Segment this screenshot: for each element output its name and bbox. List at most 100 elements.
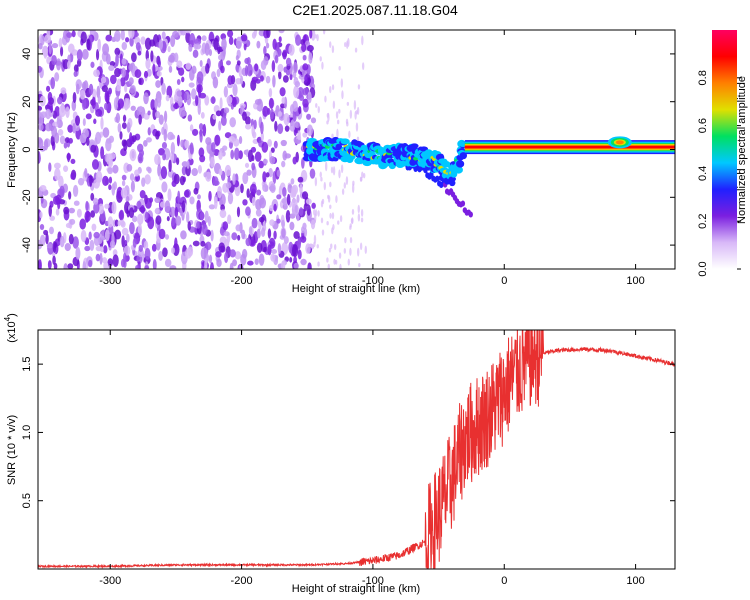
spectrogram-noise-cell — [279, 87, 286, 97]
spectrogram-noise-cell — [343, 182, 347, 189]
spectrogram-noise-cell — [359, 242, 363, 251]
spectrogram-noise-cell — [310, 219, 316, 230]
spectrogram-noise-cell — [331, 212, 335, 220]
spectrogram-noise-cell — [164, 200, 171, 213]
spectrogram-noise-cell — [176, 157, 180, 166]
spectrogram-noise-cell — [294, 80, 301, 88]
spectrogram-noise-cell — [296, 194, 300, 203]
spectrogram-signal-cell — [615, 140, 624, 145]
spectrogram-noise-cell — [105, 53, 111, 65]
spectrogram-noise-cell — [93, 118, 97, 125]
spectrogram-noise-cell — [193, 187, 199, 195]
spectrogram-noise-cell — [308, 52, 313, 64]
spectrogram-noise-cell — [47, 260, 52, 269]
spectrogram-noise-cell — [184, 30, 192, 34]
spectrogram-noise-cell — [95, 109, 103, 117]
spectrogram-noise-cell — [269, 108, 274, 120]
spectrogram-noise-cell — [166, 216, 170, 222]
spectrogram-noise-cell — [186, 160, 190, 169]
spectrogram-noise-cell — [52, 95, 56, 106]
spectrogram-noise-cell — [331, 84, 335, 91]
spectrogram-noise-cell — [224, 252, 229, 264]
spectrogram-noise-cell — [254, 63, 259, 72]
spectrogram-noise-cell — [171, 216, 176, 227]
spectrogram-noise-cell — [219, 209, 227, 219]
colorbar-label: Normalized spectral amplitude — [736, 76, 748, 224]
spectrogram-noise-cell — [341, 188, 345, 196]
spectrogram-noise-cell — [120, 77, 126, 87]
spectrogram-noise-cell — [176, 60, 183, 69]
spectrogram-noise-cell — [176, 79, 181, 86]
spectrogram-noise-cell — [121, 57, 127, 65]
spectrogram-signal-cell — [449, 179, 456, 187]
spectrogram-noise-cell — [329, 181, 332, 188]
spectrogram-noise-cell — [351, 183, 355, 194]
spectrogram-noise-cell — [100, 117, 104, 130]
spectrogram-noise-cell — [68, 137, 73, 144]
spectrogram-noise-cell — [162, 247, 168, 258]
spectrogram-noise-cell — [283, 112, 290, 126]
spectrogram-noise-cell — [102, 127, 110, 138]
spectrogram-noise-cell — [282, 186, 287, 197]
spectrogram-noise-cell — [254, 258, 259, 265]
spectrogram-noise-cell — [84, 167, 88, 178]
spectrogram-noise-cell — [260, 131, 264, 142]
spectrogram-noise-cell — [212, 76, 219, 89]
spectrogram-noise-cell — [121, 227, 129, 236]
spectrogram-noise-cell — [114, 47, 121, 56]
spectrogram-noise-cell — [54, 105, 60, 117]
spectrogram-x-axis-label: Height of straight line (km) — [292, 283, 420, 295]
spectrogram-noise-cell — [260, 121, 264, 135]
spectrogram-noise-cell — [302, 54, 307, 61]
spectrogram-noise-cell — [246, 169, 252, 176]
spectrogram-noise-cell — [59, 185, 65, 198]
spectrogram-noise-cell — [297, 237, 302, 250]
spectrogram-noise-cell — [355, 122, 359, 132]
spectrogram-noise-cell — [329, 212, 332, 219]
spectrogram-noise-cell — [338, 66, 341, 71]
spectrogram-noise-cell — [108, 87, 113, 95]
spectrogram-noise-cell — [350, 218, 354, 224]
spectrogram-noise-cell — [68, 207, 76, 214]
spectrogram-noise-cell — [115, 112, 121, 124]
spectrogram-noise-cell — [273, 203, 277, 212]
spectrogram-noise-cell — [244, 65, 248, 77]
spectrogram-noise-cell — [258, 160, 264, 169]
spectrogram-noise-cell — [159, 201, 165, 208]
spectrogram-noise-cell — [321, 229, 325, 236]
spectrogram-x-tick-label: -100 — [362, 275, 384, 287]
spectrogram-noise-cell — [242, 172, 249, 185]
spectrogram-noise-cell — [180, 230, 187, 240]
snr-x-axis-label: Height of straight line (km) — [292, 583, 420, 595]
spectrogram-noise-cell — [256, 228, 261, 239]
spectrogram-noise-cell — [197, 194, 201, 200]
spectrogram-noise-cell — [276, 169, 281, 177]
spectrogram-noise-cell — [240, 183, 244, 194]
spectrogram-noise-cell — [284, 125, 290, 132]
spectrogram-noise-cell — [251, 196, 256, 206]
spectrogram-noise-cell — [269, 183, 276, 194]
spectrogram-noise-cell — [259, 216, 265, 223]
spectrogram-noise-cell — [212, 180, 220, 186]
spectrogram-noise-cell — [79, 89, 86, 100]
spectrogram-noise-cell — [264, 185, 269, 192]
spectrogram-noise-cell — [229, 249, 236, 258]
spectrogram-noise-cell — [225, 182, 232, 189]
spectrogram-noise-cell — [52, 255, 56, 266]
spectrogram-noise-cell — [113, 97, 119, 111]
spectrogram-noise-cell — [235, 54, 239, 61]
snr-series-line — [38, 330, 675, 569]
spectrogram-noise-cell — [231, 232, 238, 241]
spectrogram-noise-cell — [191, 128, 199, 136]
spectrogram-noise-cell — [70, 172, 75, 180]
spectrogram-noise-cell — [73, 64, 79, 73]
spectrogram-noise-cell — [298, 207, 304, 216]
spectrogram-noise-cell — [321, 61, 324, 70]
spectrogram-noise-cell — [252, 131, 257, 139]
spectrogram-noise-cell — [129, 86, 136, 95]
spectrogram-noise-cell — [256, 189, 262, 196]
spectrogram-noise-cell — [251, 217, 258, 229]
spectrogram-noise-cell — [138, 244, 144, 252]
spectrogram-noise-cell — [322, 30, 326, 35]
spectrogram-noise-cell — [292, 108, 297, 122]
